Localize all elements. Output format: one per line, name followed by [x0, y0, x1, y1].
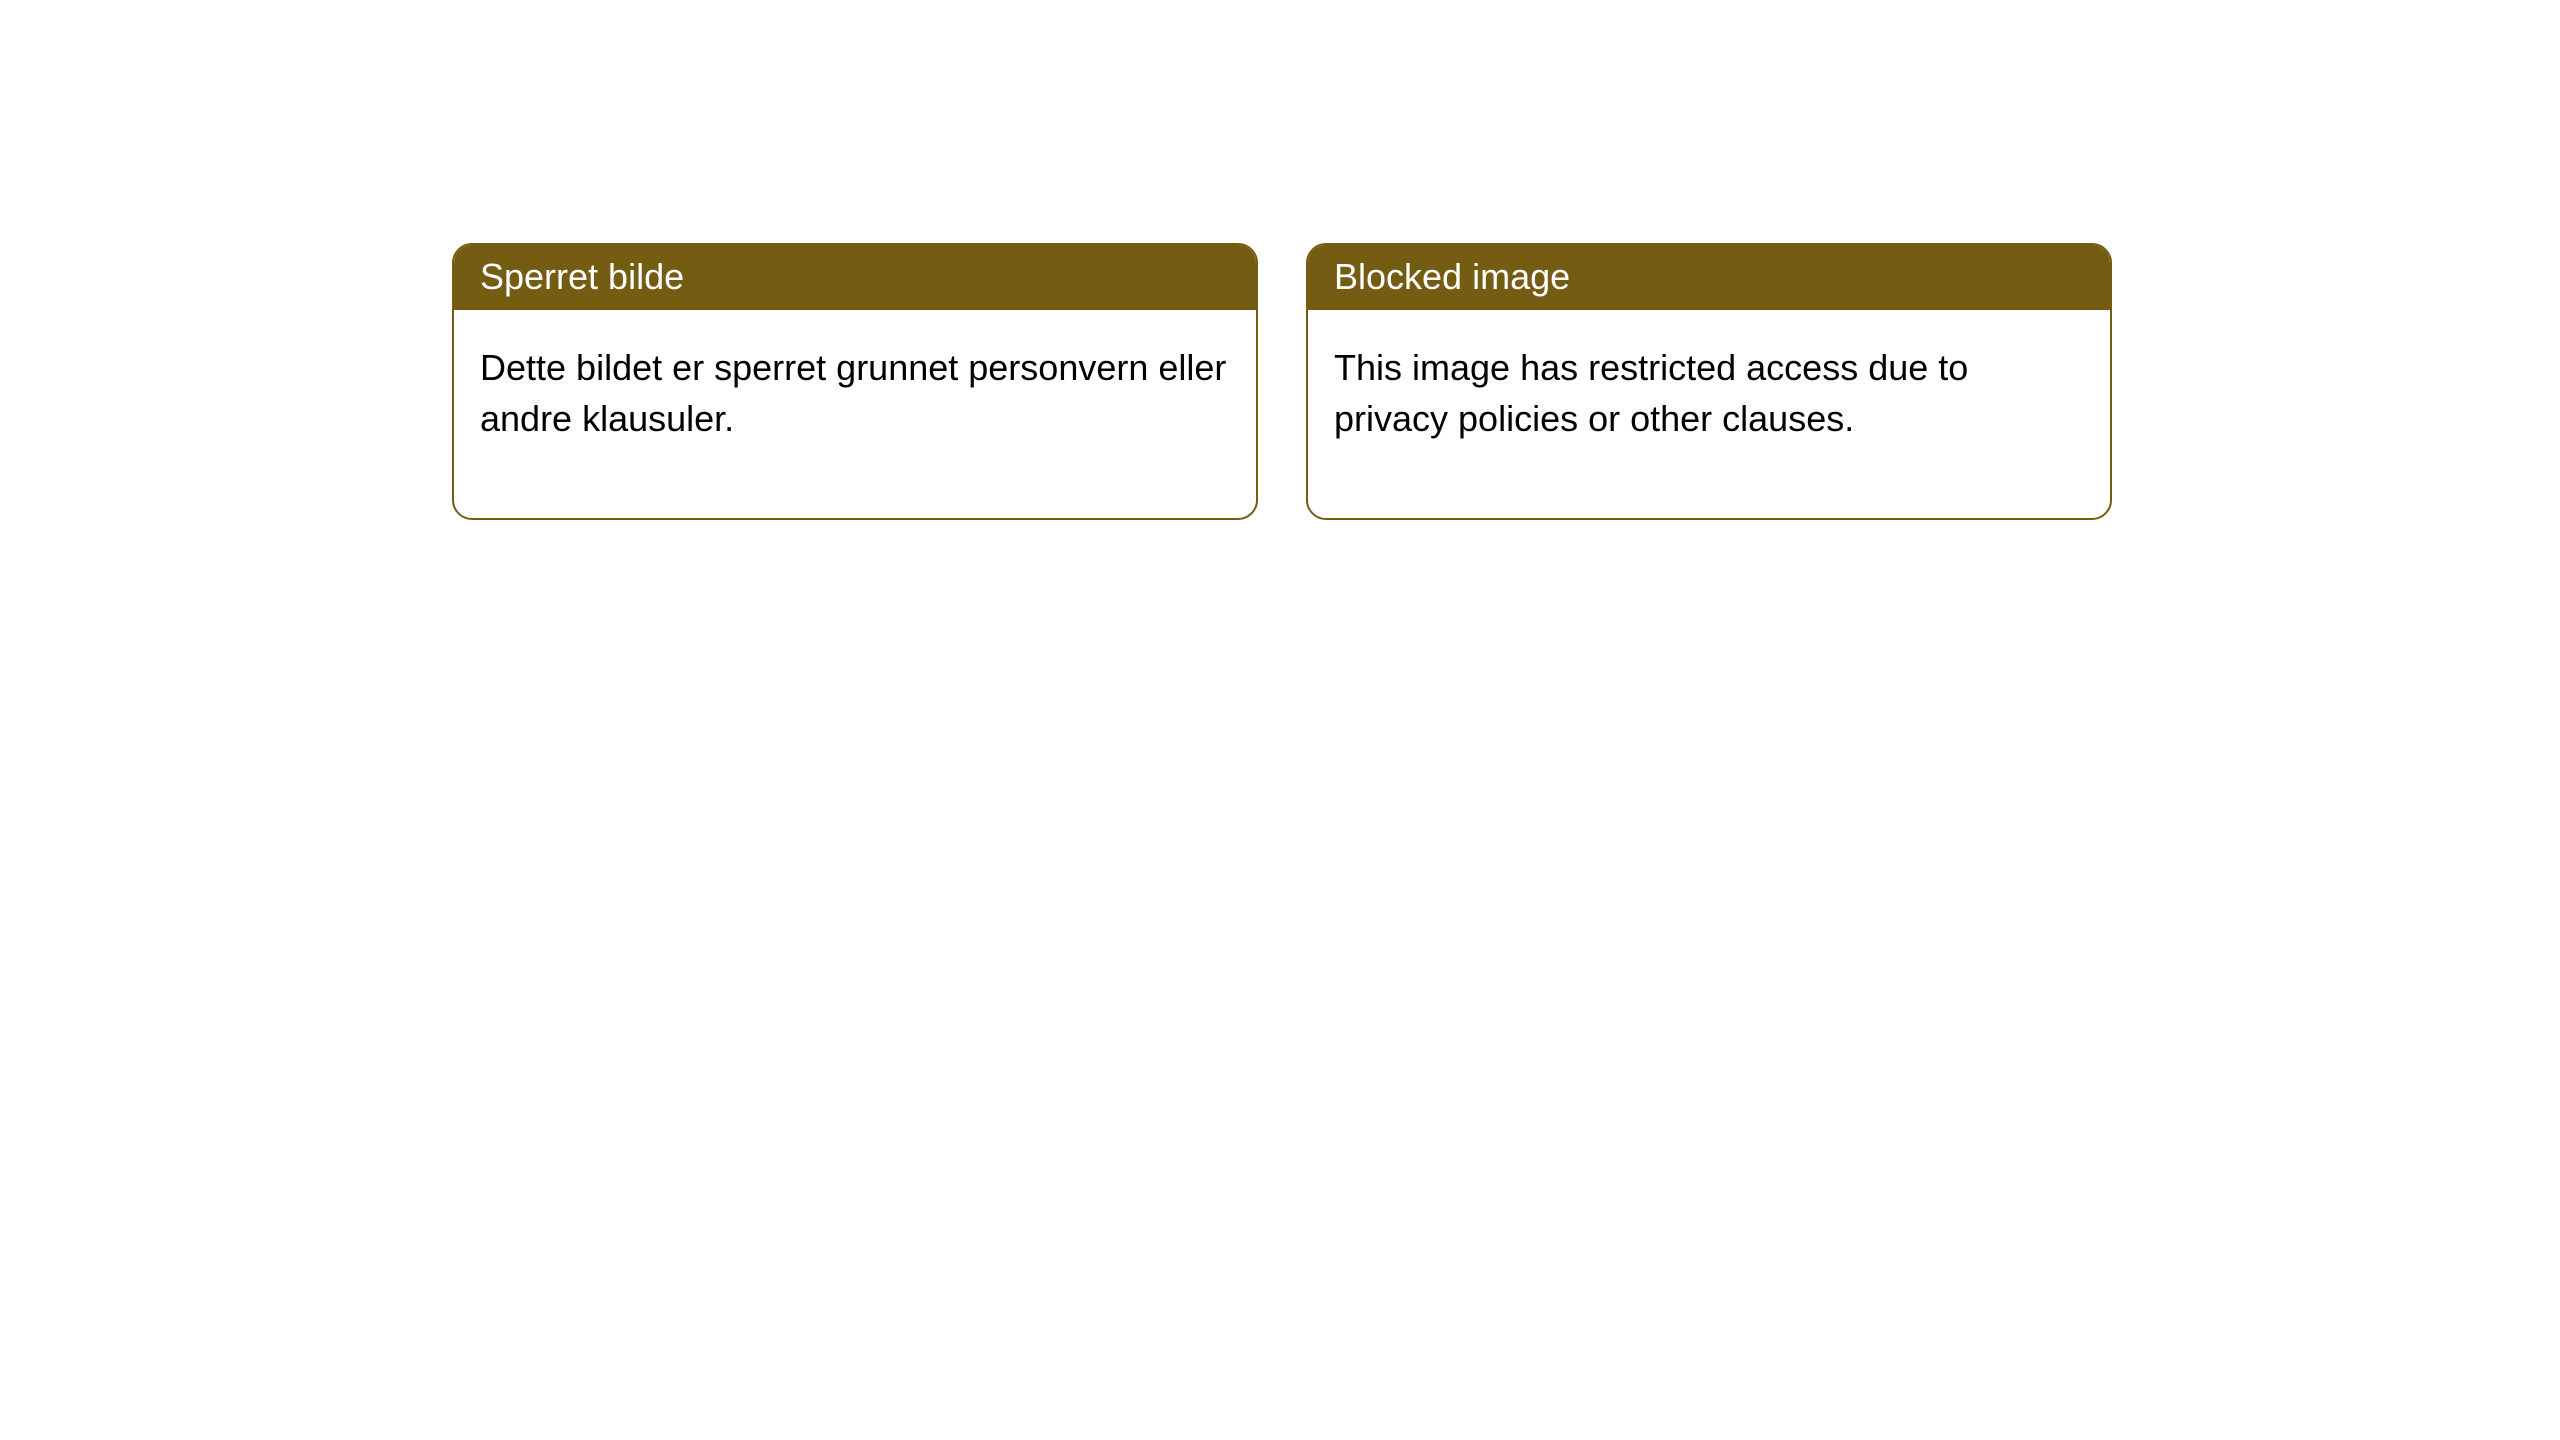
- notice-title: Sperret bilde: [454, 245, 1256, 310]
- notice-card-norwegian: Sperret bilde Dette bildet er sperret gr…: [452, 243, 1258, 520]
- notice-title: Blocked image: [1308, 245, 2110, 310]
- notice-body: Dette bildet er sperret grunnet personve…: [454, 310, 1256, 518]
- notice-card-english: Blocked image This image has restricted …: [1306, 243, 2112, 520]
- notice-body: This image has restricted access due to …: [1308, 310, 2110, 518]
- notice-container: Sperret bilde Dette bildet er sperret gr…: [0, 0, 2560, 520]
